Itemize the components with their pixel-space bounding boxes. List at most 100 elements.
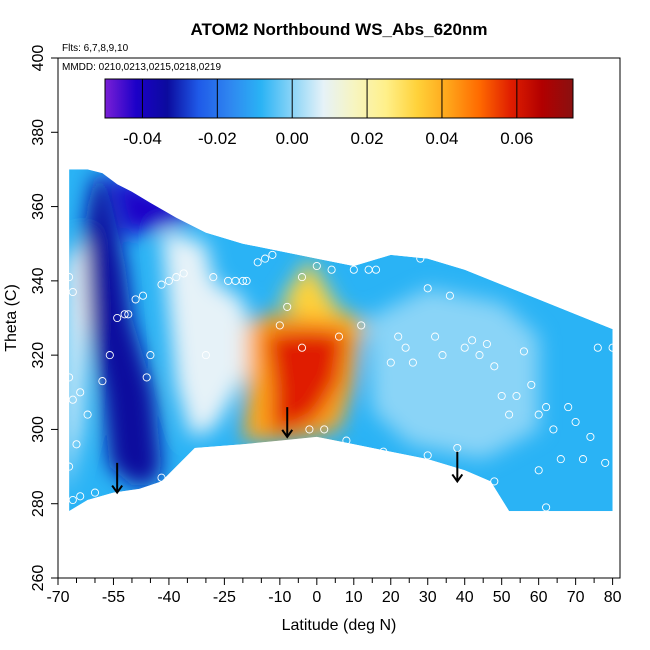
data-field-clip bbox=[69, 169, 613, 512]
data-point bbox=[534, 410, 543, 419]
data-field bbox=[69, 169, 613, 512]
data-point bbox=[357, 321, 366, 330]
x-tick-label: 60 bbox=[530, 589, 548, 606]
region-west-edge-light bbox=[69, 236, 88, 497]
data-point bbox=[549, 425, 558, 434]
data-point bbox=[445, 291, 454, 300]
x-tick-label: 80 bbox=[604, 589, 622, 606]
data-point bbox=[371, 265, 381, 274]
data-point bbox=[342, 436, 351, 445]
x-tick-label: 30 bbox=[419, 589, 437, 606]
x-tick-label: -40 bbox=[157, 589, 180, 606]
data-point bbox=[601, 458, 610, 467]
data-point bbox=[578, 455, 588, 464]
data-point bbox=[297, 273, 307, 282]
data-point bbox=[76, 388, 85, 397]
arrow-marker bbox=[281, 407, 294, 439]
data-point bbox=[519, 347, 528, 356]
data-point bbox=[379, 447, 388, 456]
data-point bbox=[586, 432, 595, 441]
region-north-lighter-blue bbox=[368, 288, 539, 460]
colorbar-tick-label: -0.04 bbox=[123, 129, 162, 148]
data-point bbox=[142, 373, 151, 382]
data-field-regions bbox=[69, 173, 539, 497]
x-axis: -70 -55 -40 -25 -10 0 10 20 30 40 50 60 70 80 bbox=[46, 577, 622, 606]
x-tick-label: -55 bbox=[102, 589, 125, 606]
data-point bbox=[571, 417, 580, 427]
data-point bbox=[401, 343, 410, 352]
data-point bbox=[312, 261, 321, 271]
observation-points bbox=[65, 250, 617, 512]
data-point bbox=[68, 395, 77, 404]
data-point bbox=[460, 343, 469, 352]
data-point bbox=[124, 310, 133, 319]
data-point bbox=[138, 291, 148, 300]
data-point bbox=[76, 492, 85, 501]
x-tick-label: 50 bbox=[493, 589, 511, 606]
data-point bbox=[275, 321, 284, 330]
dates-label: MMDD: 0210,0213,0215,0218,0219 bbox=[62, 62, 221, 73]
data-point bbox=[423, 451, 432, 460]
data-point bbox=[179, 269, 188, 278]
data-point bbox=[297, 343, 307, 352]
data-point bbox=[394, 332, 403, 341]
data-point bbox=[238, 276, 247, 285]
data-point bbox=[90, 488, 100, 497]
data-point bbox=[105, 351, 114, 360]
y-tick-label: 260 bbox=[30, 565, 47, 592]
data-point bbox=[490, 362, 499, 371]
data-point bbox=[131, 295, 140, 304]
data-point bbox=[172, 273, 181, 282]
data-point bbox=[438, 351, 447, 360]
data-point bbox=[534, 466, 543, 475]
data-point bbox=[253, 258, 262, 267]
data-point bbox=[542, 503, 551, 512]
data-point bbox=[608, 343, 617, 352]
data-point bbox=[268, 250, 277, 259]
y-tick-label: 280 bbox=[30, 490, 47, 517]
y-tick-label: 340 bbox=[30, 267, 47, 294]
data-point bbox=[65, 373, 74, 382]
data-point bbox=[475, 351, 484, 360]
flights-label: Flts: 6,7,8,9,10 bbox=[62, 43, 129, 54]
colorbar-tick-label: 0.04 bbox=[425, 129, 458, 148]
x-tick-label: 20 bbox=[382, 589, 400, 606]
data-point bbox=[482, 339, 491, 349]
x-tick-label: -25 bbox=[213, 589, 236, 606]
x-tick-label: 10 bbox=[345, 589, 363, 606]
colorbar-tick-label: 0.00 bbox=[276, 129, 309, 148]
data-point bbox=[305, 425, 314, 434]
data-point bbox=[386, 358, 395, 367]
y-tick-label: 360 bbox=[30, 193, 47, 220]
data-point bbox=[113, 313, 122, 323]
data-point bbox=[209, 273, 218, 282]
data-point bbox=[83, 410, 92, 419]
x-tick-label: -10 bbox=[268, 589, 291, 606]
data-point bbox=[65, 462, 74, 471]
data-point bbox=[505, 410, 514, 419]
data-point bbox=[68, 495, 77, 505]
colorbar-tick-label: 0.06 bbox=[500, 129, 533, 148]
data-point bbox=[283, 302, 292, 311]
data-point bbox=[146, 351, 155, 360]
x-tick-label: -70 bbox=[46, 589, 69, 606]
data-point bbox=[320, 425, 329, 434]
y-tick-label: 380 bbox=[30, 119, 47, 146]
colorbar-tick-label: -0.02 bbox=[198, 129, 237, 148]
y-axis-label: Theta (C) bbox=[3, 284, 20, 352]
data-point bbox=[98, 377, 107, 386]
data-point bbox=[512, 391, 521, 401]
region-tropical-red-core bbox=[265, 329, 347, 434]
data-point bbox=[490, 477, 499, 486]
data-point bbox=[453, 443, 462, 453]
data-point bbox=[556, 455, 565, 464]
region-tropical-yellow-top bbox=[279, 258, 369, 333]
y-axis: 260 280 300 320 340 360 380 400 bbox=[30, 45, 59, 592]
data-point bbox=[242, 276, 251, 285]
data-point bbox=[68, 287, 77, 297]
x-axis-label: Latitude (deg N) bbox=[282, 617, 397, 634]
data-point bbox=[164, 276, 173, 285]
y-tick-label: 320 bbox=[30, 342, 47, 369]
arrow-marker bbox=[111, 462, 123, 495]
